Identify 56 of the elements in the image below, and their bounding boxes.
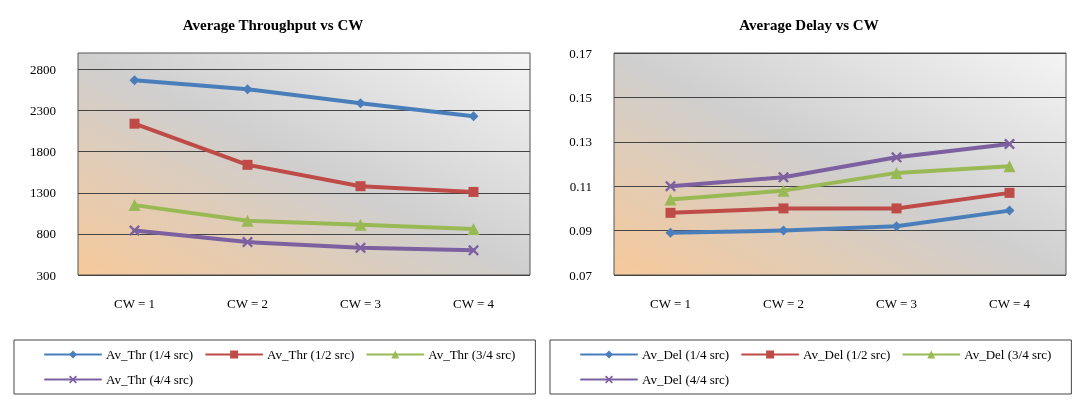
point — [777, 184, 790, 197]
legend-label: Av_Thr (3/4 src) — [428, 347, 516, 362]
point — [665, 180, 676, 192]
x-tick-label: CW = 4 — [452, 296, 495, 311]
point — [468, 111, 479, 122]
point — [778, 203, 789, 214]
point — [778, 171, 789, 183]
y-tick-label: 0.09 — [569, 223, 592, 239]
y-tick-label: 300 — [36, 267, 56, 283]
point — [1004, 205, 1015, 216]
y-tick-label: 2300 — [30, 103, 56, 119]
point — [242, 159, 253, 170]
legend-label: Av_Thr (4/4 src) — [106, 372, 194, 387]
y-tick-label: 1800 — [30, 144, 56, 160]
y-tick-label: 1300 — [30, 185, 56, 201]
y-tick-label: 0.11 — [569, 178, 592, 194]
x-tick-label: CW = 2 — [762, 296, 805, 311]
chart-title: Average Throughput vs CW — [182, 16, 364, 33]
point — [128, 199, 141, 212]
x-tick-label: CW = 2 — [226, 296, 269, 311]
x-tick-label: CW = 3 — [339, 296, 382, 311]
legend-label: Av_Del (1/4 src) — [642, 347, 730, 362]
point — [891, 151, 902, 163]
point — [665, 207, 676, 218]
point — [468, 186, 479, 197]
legend-label: Av_Del (1/2 src) — [803, 347, 891, 362]
x-tick-label: CW = 3 — [875, 296, 918, 311]
point — [467, 222, 480, 235]
y-tick-label: 0.15 — [569, 89, 592, 105]
y-tick-label: 0.07 — [569, 267, 593, 283]
legend-label: Av_Thr (1/2 src) — [267, 347, 355, 362]
point — [890, 166, 903, 179]
y-tick-label: 2800 — [30, 61, 56, 77]
x-tick-label: CW = 4 — [988, 296, 1031, 311]
y-tick-label: 0.17 — [569, 45, 593, 61]
legend-label: Av_Del (3/4 src) — [964, 347, 1052, 362]
chart-title: Average Delay vs CW — [739, 16, 879, 33]
point — [129, 118, 140, 129]
point — [354, 218, 367, 231]
point — [1004, 138, 1015, 150]
point — [891, 203, 902, 214]
point — [355, 181, 366, 192]
legend-label: Av_Del (4/4 src) — [642, 372, 730, 387]
point — [241, 214, 254, 227]
point — [1003, 160, 1016, 173]
legend-label: Av_Thr (1/4 src) — [106, 347, 194, 362]
x-tick-label: CW = 1 — [649, 296, 692, 311]
y-tick-label: 800 — [36, 226, 56, 242]
point — [242, 236, 253, 248]
y-tick-label: 0.13 — [569, 134, 592, 150]
point — [1004, 187, 1015, 198]
point — [355, 242, 366, 254]
x-tick-label: CW = 1 — [113, 296, 156, 311]
point — [664, 193, 677, 206]
point — [468, 244, 479, 256]
point — [129, 225, 140, 237]
